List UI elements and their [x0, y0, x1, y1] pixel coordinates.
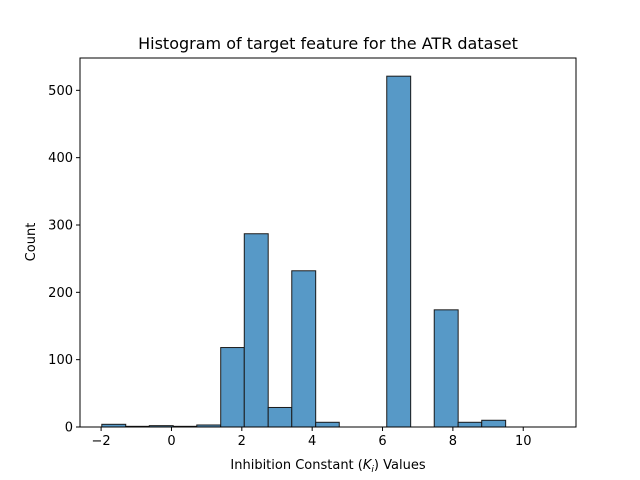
y-tick-label: 300 — [48, 218, 73, 233]
plot-frame — [79, 57, 577, 428]
x-tick-label: −2 — [92, 434, 111, 449]
x-axis: −2 0 2 4 6 8 10 — [92, 427, 532, 449]
x-tick-label: 2 — [238, 434, 246, 449]
histogram-bar-7 — [267, 406, 293, 428]
x-tick-label: 4 — [308, 434, 316, 449]
y-axis: 0 100 200 300 400 500 — [48, 84, 80, 436]
x-tick-label: 8 — [449, 434, 457, 449]
x-tick-label: 6 — [378, 434, 386, 449]
y-axis-label: Count — [24, 223, 39, 262]
histogram-bar-5 — [220, 347, 245, 428]
y-tick-label: 400 — [48, 151, 73, 166]
histogram-bar-9 — [315, 421, 340, 428]
bars-group — [101, 75, 507, 428]
histogram-bar-8 — [291, 270, 317, 428]
chart-title: Histogram of target feature for the ATR … — [138, 34, 518, 53]
histogram-bar-6 — [243, 233, 269, 428]
histogram-bar-14 — [433, 309, 459, 428]
x-axis-label-suffix: ) Values — [374, 458, 426, 473]
y-tick-label: 0 — [65, 421, 73, 436]
histogram-bar-12 — [386, 75, 412, 428]
y-tick-label: 200 — [48, 286, 73, 301]
histogram-bar-15 — [457, 421, 483, 428]
x-tick-label: 0 — [167, 434, 175, 449]
x-axis-label-prefix: Inhibition Constant ( — [230, 458, 362, 473]
y-tick-label: 500 — [48, 84, 73, 99]
y-tick-label: 100 — [48, 353, 73, 368]
histogram-bar-16 — [481, 419, 507, 428]
x-tick-label: 10 — [515, 434, 532, 449]
x-axis-label-sub: i — [371, 465, 374, 475]
x-axis-label: Inhibition Constant (Ki) Values — [230, 458, 425, 475]
x-axis-label-var: K — [363, 458, 373, 473]
